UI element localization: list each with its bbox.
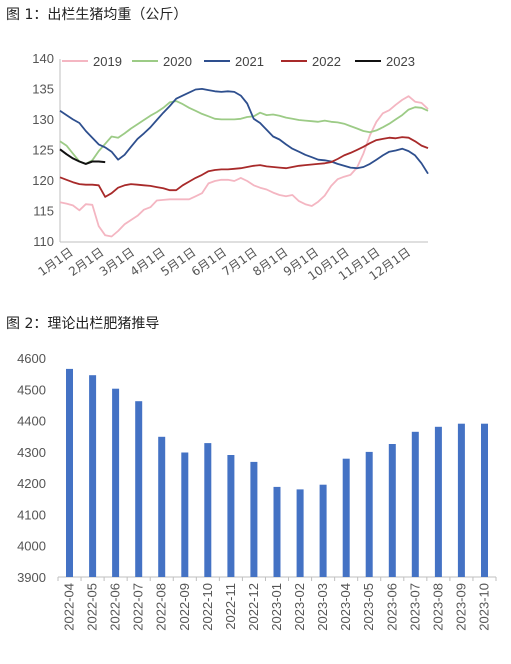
bar-2023-04 <box>342 458 350 577</box>
series-line-2022 <box>59 136 429 198</box>
bar-2022-09 <box>181 452 189 577</box>
y-tick-label: 4000 <box>17 539 46 554</box>
legend-label-2022: 2022 <box>312 54 341 69</box>
bar-2023-08 <box>434 426 442 577</box>
x-tick-label: 2023-02 <box>292 583 307 631</box>
legend-label-2021: 2021 <box>235 54 264 69</box>
y-tick-label: 115 <box>33 204 54 219</box>
bar-2023-10 <box>481 423 488 577</box>
bar-2022-12 <box>250 461 258 577</box>
y-tick-label: 4200 <box>17 476 46 491</box>
bar-2023-02 <box>296 489 304 577</box>
y-tick-label: 110 <box>33 234 54 249</box>
x-tick-label: 2022-09 <box>177 583 192 631</box>
x-tick-label: 2022-12 <box>246 583 261 631</box>
y-tick-label: 3900 <box>17 570 46 585</box>
bar-2022-10 <box>204 443 212 577</box>
bar-2022-04 <box>66 368 73 577</box>
x-tick-label: 2023-04 <box>338 583 353 631</box>
y-tick-label: 140 <box>32 51 54 66</box>
y-tick-label: 4600 <box>17 351 46 366</box>
bar-2022-07 <box>135 401 143 577</box>
series-line-2020 <box>59 100 429 165</box>
figure2-title: 图 2：理论出栏肥猪推导 <box>6 316 160 332</box>
x-tick-label: 2022-05 <box>85 583 100 631</box>
bar-2023-09 <box>457 423 465 577</box>
x-tick-label: 2022-08 <box>154 583 169 631</box>
x-tick-label: 2023-10 <box>476 583 491 631</box>
y-tick-label: 120 <box>32 173 54 188</box>
figure1-chart: 1101151201251301351401月1日2月1日3月1日4月1日5月1… <box>32 51 429 283</box>
legend-label-2019: 2019 <box>93 54 122 69</box>
x-tick-label: 2023-01 <box>269 583 284 631</box>
bar-2023-05 <box>365 451 373 577</box>
x-tick-label: 2022-10 <box>200 583 215 631</box>
x-tick-label: 2023-05 <box>361 583 376 631</box>
x-tick-label: 2022-11 <box>223 583 238 630</box>
bar-2023-01 <box>273 486 281 577</box>
x-tick-label: 2022-04 <box>62 583 77 631</box>
bar-2022-05 <box>89 375 97 577</box>
y-tick-label: 4400 <box>17 414 46 429</box>
x-tick-label: 2023-03 <box>315 583 330 631</box>
x-tick-label: 2023-06 <box>384 583 399 631</box>
x-tick-label: 2023-08 <box>430 583 445 631</box>
figure1-title: 图 1：出栏生猪均重（公斤） <box>6 7 188 23</box>
x-tick-label: 2022-07 <box>131 583 146 631</box>
y-tick-label: 4500 <box>17 382 46 397</box>
x-tick-label: 2022-06 <box>108 583 123 631</box>
bar-2022-11 <box>227 455 235 577</box>
series-line-2023 <box>59 148 106 165</box>
y-tick-label: 135 <box>32 82 54 97</box>
x-tick-label: 2023-09 <box>453 583 468 631</box>
x-tick-label: 2023-07 <box>407 583 422 631</box>
legend-label-2023: 2023 <box>386 54 415 69</box>
bar-2023-07 <box>411 431 419 577</box>
bar-2023-06 <box>388 444 396 577</box>
series-line-2021 <box>59 88 429 175</box>
y-tick-label: 4300 <box>17 445 46 460</box>
bar-2022-08 <box>158 436 166 577</box>
bar-2022-06 <box>112 388 120 577</box>
y-tick-label: 4100 <box>17 507 46 522</box>
legend-label-2020: 2020 <box>163 54 192 69</box>
y-tick-label: 125 <box>32 143 54 158</box>
bar-2023-03 <box>319 484 327 577</box>
y-tick-label: 130 <box>32 112 54 127</box>
